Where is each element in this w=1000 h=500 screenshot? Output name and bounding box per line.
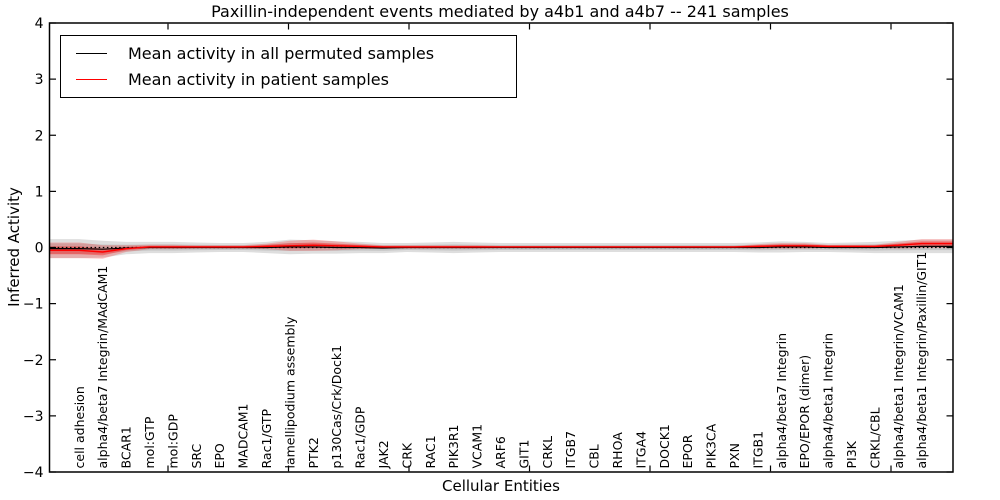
x-category-label: PIK3CA — [704, 423, 719, 468]
patient-band-outer — [49, 239, 953, 259]
x-category-label: PXN — [727, 443, 742, 468]
x-category-label: GIT1 — [516, 440, 531, 469]
x-category-label: PIK3R1 — [446, 424, 461, 468]
x-axis-label: Cellular Entities — [442, 477, 560, 495]
x-category-label: mol:GTP — [142, 416, 157, 468]
x-category-label: MADCAM1 — [236, 404, 251, 469]
x-category-label: CRKL/CBL — [867, 407, 882, 468]
x-category-label: ITGB7 — [563, 431, 578, 469]
x-category-label: p130Cas/Crk/Dock1 — [329, 345, 344, 469]
x-category-label: Rac1/GDP — [353, 406, 368, 468]
x-category-label: ARF6 — [493, 436, 508, 468]
y-tick-label: 2 — [35, 128, 44, 144]
x-category-label: EPO — [212, 443, 227, 468]
legend-line-patient-icon — [76, 79, 107, 81]
x-category-label: BCAR1 — [119, 426, 134, 468]
x-category-label: RHOA — [610, 432, 625, 469]
x-category-label: EPOR — [680, 434, 695, 468]
x-category-label: PTK2 — [306, 437, 321, 468]
x-category-label: lamellipodium assembly — [282, 316, 297, 468]
x-category-label: Rac1/GTP — [259, 409, 274, 469]
x-category-label: cell adhesion — [72, 386, 87, 468]
patient-band-inner — [49, 241, 953, 256]
x-category-label: EPO/EPOR (dimer) — [797, 355, 812, 469]
x-category-label: JAK2 — [376, 440, 391, 469]
x-category-label: alpha4/beta7 Integrin/MAdCAM1 — [95, 266, 110, 469]
x-category-label: alpha4/beta7 Integrin — [774, 333, 789, 469]
x-category-label: DOCK1 — [657, 424, 672, 468]
y-axis-label: Inferred Activity — [5, 187, 23, 307]
x-category-label: SRC — [189, 444, 204, 469]
x-category-label: ITGA4 — [633, 431, 648, 469]
y-tick-label: −4 — [23, 465, 44, 481]
legend: Mean activity in all permuted samples Me… — [60, 35, 517, 98]
x-category-label: CBL — [587, 444, 602, 468]
x-category-label: ITGB1 — [750, 431, 765, 469]
permuted-band-outer — [49, 239, 953, 259]
y-tick-label: 3 — [35, 72, 44, 88]
legend-entry-patient: Mean activity in patient samples — [61, 70, 516, 89]
x-category-label: alpha4/beta1 Integrin/Paxillin/GIT1 — [914, 252, 929, 469]
x-category-label: CRK — [399, 442, 414, 468]
y-tick-label: −1 — [23, 297, 44, 313]
patient-mean-line — [49, 242, 953, 253]
x-category-label: VCAM1 — [470, 424, 485, 469]
legend-line-permuted-icon — [76, 52, 107, 54]
x-category-label: PI3K — [844, 440, 859, 468]
legend-label-permuted: Mean activity in all permuted samples — [128, 43, 435, 63]
y-tick-label: 0 — [35, 241, 44, 257]
legend-entry-permuted: Mean activity in all permuted samples — [61, 44, 516, 63]
x-category-label: mol:GDP — [165, 414, 180, 469]
y-tick-label: −3 — [23, 409, 44, 425]
y-tick-label: −2 — [23, 353, 44, 369]
y-tick-label: 4 — [35, 16, 44, 32]
x-category-label: CRKL — [540, 436, 555, 469]
x-category-label: RAC1 — [423, 435, 438, 468]
x-category-label: alpha4/beta1 Integrin — [821, 333, 836, 469]
legend-label-patient: Mean activity in patient samples — [128, 70, 389, 90]
chart-title: Paxillin-independent events mediated by … — [211, 2, 789, 21]
x-category-label: alpha4/beta1 Integrin/VCAM1 — [891, 284, 906, 468]
y-tick-label: 1 — [35, 184, 44, 200]
